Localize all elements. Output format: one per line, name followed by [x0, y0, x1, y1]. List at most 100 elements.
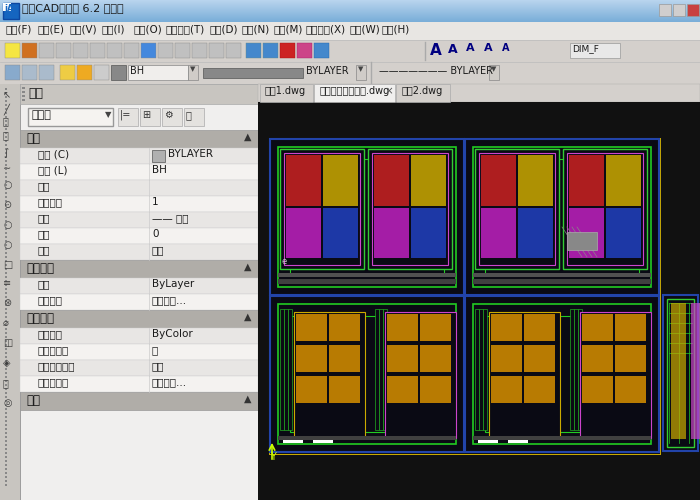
Bar — [491, 376, 522, 403]
Bar — [5, 476, 7, 478]
Bar — [473, 273, 651, 277]
Bar — [296, 314, 327, 341]
Bar — [5, 340, 7, 342]
Bar — [184, 108, 204, 126]
Bar — [383, 309, 387, 430]
Text: —— 随层: —— 随层 — [152, 213, 188, 223]
Bar — [278, 273, 456, 277]
Bar — [485, 159, 639, 275]
Bar — [263, 43, 278, 58]
Bar — [0, 21, 700, 22]
Bar — [667, 299, 694, 447]
Bar — [5, 480, 7, 482]
Bar — [226, 43, 241, 58]
Bar — [5, 136, 7, 138]
Bar — [5, 444, 7, 446]
Text: 视图(V): 视图(V) — [70, 24, 97, 34]
Bar — [73, 43, 88, 58]
Bar — [314, 43, 329, 58]
Bar — [582, 345, 613, 372]
Text: 0: 0 — [152, 229, 158, 239]
Bar — [5, 372, 7, 374]
Bar — [22, 87, 25, 89]
Bar — [489, 65, 499, 80]
Bar — [284, 153, 360, 265]
Bar — [5, 416, 7, 418]
Bar — [20, 130, 258, 148]
Text: ↖: ↖ — [3, 90, 11, 100]
Bar — [5, 204, 7, 206]
Text: 无选择: 无选择 — [32, 110, 52, 120]
Text: 线型比例: 线型比例 — [38, 197, 63, 207]
Text: ⌒: ⌒ — [3, 130, 9, 140]
Bar — [0, 9, 700, 10]
Bar — [5, 396, 7, 398]
Text: 材质: 材质 — [38, 279, 50, 289]
Bar — [124, 43, 139, 58]
Text: BH: BH — [152, 165, 167, 175]
Bar — [508, 440, 528, 443]
Bar — [0, 4, 700, 5]
Bar — [372, 153, 448, 265]
Text: 线型: 线型 — [38, 181, 50, 191]
Bar — [5, 220, 7, 222]
Text: 打印样式表: 打印样式表 — [38, 345, 69, 355]
Bar — [570, 309, 574, 430]
Bar — [5, 160, 7, 162]
Bar — [691, 303, 700, 439]
Bar — [5, 336, 7, 338]
Bar — [5, 108, 7, 110]
Bar — [485, 316, 639, 432]
Bar — [420, 345, 451, 372]
Bar — [411, 208, 446, 258]
Bar — [5, 120, 7, 122]
Text: BYLAYER: BYLAYER — [306, 66, 349, 76]
Bar — [473, 304, 651, 444]
Bar — [5, 384, 7, 386]
Bar — [0, 3, 700, 4]
Bar — [5, 216, 7, 218]
Text: ▲: ▲ — [244, 262, 251, 272]
Bar — [563, 149, 647, 269]
Text: □: □ — [3, 260, 13, 270]
Bar — [20, 260, 258, 278]
Bar — [5, 65, 20, 80]
Text: 〜: 〜 — [3, 116, 9, 126]
Bar — [94, 65, 109, 80]
Bar — [524, 314, 555, 341]
Bar — [22, 99, 25, 101]
Bar — [260, 84, 313, 102]
Text: 视图: 视图 — [26, 394, 40, 407]
Text: ByLayer: ByLayer — [152, 279, 195, 289]
Bar — [20, 360, 258, 376]
Bar — [118, 108, 138, 126]
Bar — [5, 332, 7, 334]
Bar — [5, 232, 7, 234]
Text: 颜色 (C): 颜色 (C) — [38, 149, 69, 159]
Bar — [20, 84, 258, 500]
Bar — [22, 43, 37, 58]
Bar — [20, 164, 258, 180]
Bar — [473, 147, 651, 287]
Text: 打印样式: 打印样式 — [38, 329, 63, 339]
Bar — [481, 155, 516, 206]
Bar — [0, 40, 700, 62]
Text: ⊙: ⊙ — [3, 200, 11, 210]
Bar — [258, 102, 700, 500]
Text: 扩展工具(X): 扩展工具(X) — [306, 24, 346, 34]
Bar — [258, 84, 700, 500]
Bar — [294, 312, 365, 438]
Bar — [5, 292, 7, 294]
Text: 私人住宅楼全套图.dwg: 私人住宅楼全套图.dwg — [319, 86, 389, 96]
Text: A: A — [502, 43, 510, 53]
Bar — [5, 312, 7, 314]
Bar — [671, 303, 686, 439]
Bar — [0, 1, 700, 2]
Bar — [659, 4, 671, 16]
Text: iA: iA — [4, 4, 13, 13]
Bar — [569, 208, 604, 258]
Bar — [107, 43, 122, 58]
Bar — [22, 65, 37, 80]
Text: ×: × — [384, 86, 393, 96]
Bar — [0, 20, 700, 21]
